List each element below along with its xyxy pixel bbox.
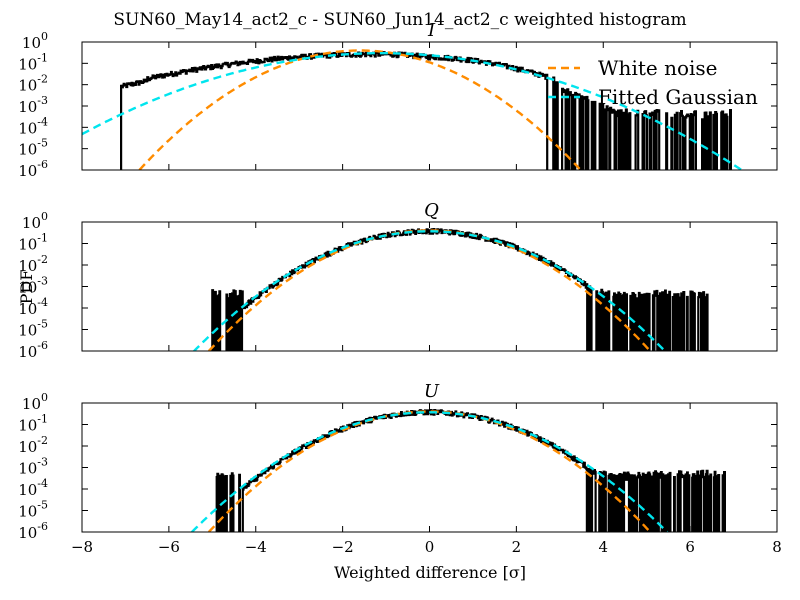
y-tick-label: 10-1 xyxy=(18,232,48,254)
white-noise-curve-q xyxy=(207,229,652,351)
y-tick-label: 10-2 xyxy=(18,73,48,95)
y-tick-label: 10-5 xyxy=(18,318,48,340)
panel-title-i: I xyxy=(427,20,436,41)
panel-title-u: U xyxy=(424,381,440,402)
x-tick-label: −2 xyxy=(332,538,354,556)
histogram-series-q xyxy=(211,228,709,351)
y-tick-label: 100 xyxy=(22,391,48,413)
white-noise-curve-i xyxy=(137,49,583,170)
x-tick-label: 4 xyxy=(598,538,608,556)
y-tick-label: 10-3 xyxy=(18,275,48,297)
y-tick-label: 10-6 xyxy=(18,158,48,180)
panel-frame xyxy=(81,402,778,533)
y-tick-label: 10-5 xyxy=(18,499,48,521)
fitted-gaussian-curve-q xyxy=(192,230,667,351)
x-tick-label: 8 xyxy=(772,538,782,556)
y-tick-label: 10-2 xyxy=(18,253,48,275)
legend-label: White noise xyxy=(598,56,717,80)
legend-label: Fitted Gaussian xyxy=(598,85,758,109)
y-tick-label: 10-6 xyxy=(18,520,48,542)
panel-u: U −8 −6 −4 −2 0 2 4 6 8 10010-110-210-310-410-510-… xyxy=(18,381,782,556)
x-tick-label: 0 xyxy=(425,538,435,556)
y-tick-label: 10-1 xyxy=(18,413,48,435)
fitted-gaussian-curve-u xyxy=(190,411,669,532)
y-tick-label: 10-6 xyxy=(18,339,48,361)
y-tick-label: 10-4 xyxy=(18,296,48,318)
x-axis-label: Weighted difference [σ] xyxy=(334,563,526,582)
x-tick-label: 2 xyxy=(512,538,522,556)
y-tick-label: 10-5 xyxy=(18,137,48,159)
histogram-series-u xyxy=(215,409,726,532)
y-tick-label: 10-3 xyxy=(18,456,48,478)
figure-title: SUN60_May14_act2_c - SUN60_Jun14_act2_c … xyxy=(113,10,686,30)
y-tick-label: 10-4 xyxy=(18,115,48,137)
y-tick-label: 10-4 xyxy=(18,477,48,499)
x-tick-label: 6 xyxy=(685,538,695,556)
y-tick-label: 10-3 xyxy=(18,94,48,116)
y-tick-label: 10-1 xyxy=(18,51,48,73)
white-noise-curve-u xyxy=(207,410,652,532)
x-tick-label: −6 xyxy=(158,538,180,556)
panel-title-q: Q xyxy=(424,200,439,221)
y-tick-label: 100 xyxy=(22,30,48,52)
x-tick-label: −8 xyxy=(71,538,93,556)
legend: White noise Fitted Gaussian xyxy=(548,56,758,109)
y-tick-label: 10-2 xyxy=(18,434,48,456)
y-tick-label: 100 xyxy=(22,210,48,232)
x-tick-label: −4 xyxy=(245,538,267,556)
histogram-series-i xyxy=(120,51,732,170)
fitted-gaussian-curve-i xyxy=(82,52,744,170)
y-axis-label: PDF xyxy=(17,270,36,305)
